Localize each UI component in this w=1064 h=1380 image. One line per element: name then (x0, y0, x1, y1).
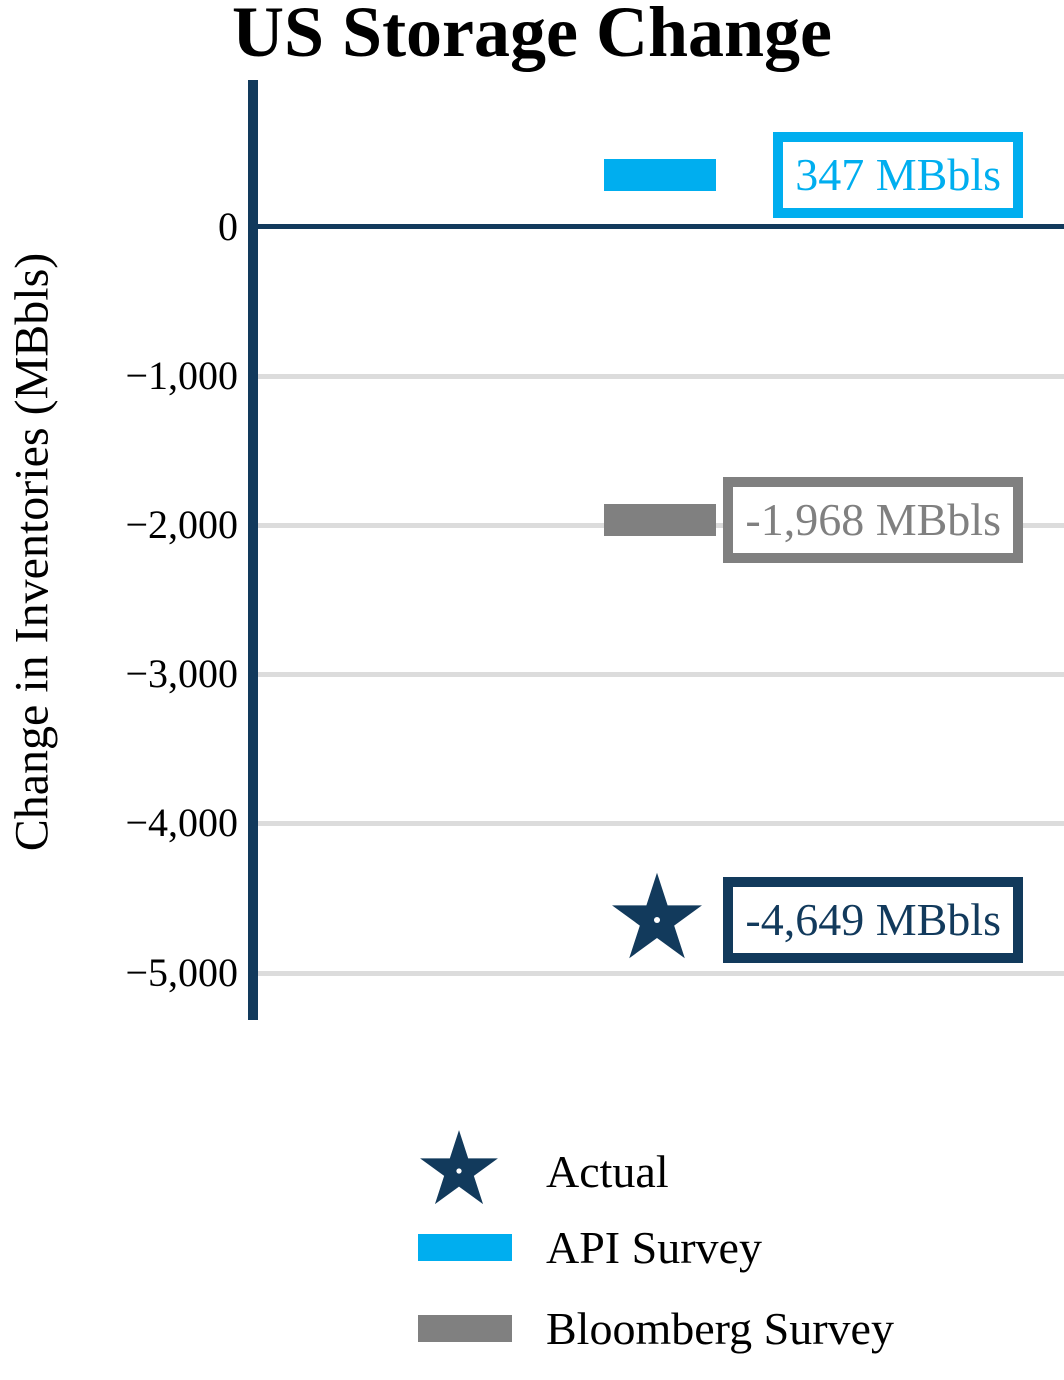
legend-label-api-survey: API Survey (546, 1222, 762, 1273)
gridline (258, 672, 1064, 678)
actual-star-icon (605, 868, 709, 972)
bloomberg-survey-bar (604, 504, 716, 537)
api-survey-bar (604, 159, 716, 192)
y-axis-spine (248, 80, 258, 1020)
gridline (258, 970, 1064, 976)
gridline (258, 374, 1064, 380)
y-axis-label: Change in Inventories (MBbls) (5, 252, 59, 852)
y-tick-label: 0 (218, 204, 238, 249)
y-tick-label: −3,000 (125, 651, 238, 697)
actual-value: -4,649 MBbls (745, 894, 1001, 946)
actual-value-box: -4,649 MBbls (723, 877, 1023, 964)
api-survey-value: 347 MBbls (795, 149, 1001, 201)
legend-label-bloomberg-survey: Bloomberg Survey (546, 1303, 894, 1354)
y-tick-label: −5,000 (125, 949, 238, 995)
bloomberg-survey-value: -1,968 MBbls (745, 494, 1001, 546)
chart-title: US Storage Change (231, 0, 832, 72)
y-tick-label: −4,000 (125, 800, 238, 846)
legend-label-actual: Actual (546, 1146, 669, 1197)
gridline (258, 821, 1064, 827)
zero-baseline (252, 224, 1064, 229)
bloomberg-survey-value-box: -1,968 MBbls (723, 477, 1023, 564)
api-survey-value-box: 347 MBbls (773, 132, 1023, 219)
legend-api-survey-swatch (418, 1234, 512, 1261)
legend-star-icon (414, 1126, 504, 1216)
y-tick-label: −1,000 (125, 353, 238, 399)
legend-bloomberg-survey-swatch (418, 1315, 512, 1342)
y-tick-label: −2,000 (125, 502, 238, 548)
